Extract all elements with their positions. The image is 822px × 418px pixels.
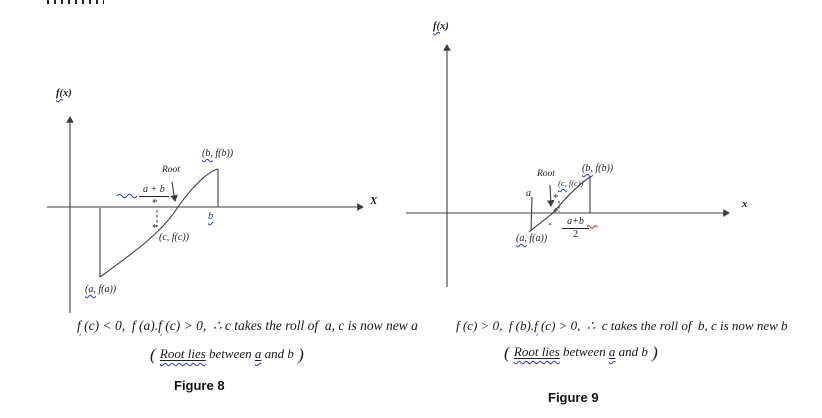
- fig8-point-b-label: (b, f(b)): [202, 148, 234, 159]
- fig8-midpoint-label: a + b: [139, 184, 169, 197]
- figure8-caption: Figure 8: [174, 378, 225, 393]
- note-left: f (c) < 0, f (a).f (c) > 0, ∴ c takes th…: [77, 318, 418, 333]
- fig8-asterisk-bottom: *: [152, 222, 158, 234]
- fig9-function-curve: [528, 176, 591, 233]
- fig9-x-axis-label: x: [742, 198, 748, 210]
- fig9-point-c-label: (c, f(c)): [558, 178, 584, 188]
- fig9-point-a-label: (a, f(a)): [516, 233, 548, 244]
- fig8-y-axis-label: f(x): [56, 88, 72, 99]
- fig9-midpoint-fraction: a+b 2: [562, 216, 589, 240]
- fig9-y-axis-label: f(x): [433, 21, 449, 32]
- fig9-fraction-numerator: a+b: [562, 216, 589, 229]
- fig8-root-label: Root: [162, 165, 180, 175]
- cropped-text-fragment: [47, 0, 104, 4]
- fig9-root-label: Root: [537, 169, 555, 179]
- conclusion-left: ( Root lies between a and b ): [150, 345, 304, 364]
- fig9-a-ordinate-line: [530, 196, 533, 232]
- fig9-red-squiggle-mark: [586, 225, 598, 229]
- figure9-caption: Figure 9: [548, 390, 599, 405]
- fig8-point-c-label: (c, f(c)): [159, 232, 189, 243]
- fig9-minus-sign: -: [548, 216, 552, 230]
- fig8-function-curve: [99, 168, 219, 278]
- fig9-point-b-label: (b, f(b)): [582, 163, 614, 174]
- fig8-asterisk-top: *: [152, 197, 158, 209]
- fig9-root-arrow: [546, 184, 555, 207]
- conclusion-right: ( Root lies between a and b ): [504, 343, 658, 362]
- fig9-fraction-denominator: 2: [573, 228, 578, 240]
- fig9-asterisk-bottom: *: [553, 206, 559, 218]
- fig8-blue-squiggle-mark: [116, 193, 138, 199]
- note-right: f (c) > 0, f (b).f (c) > 0, ∴ c takes th…: [456, 318, 788, 333]
- fig9-asterisk-top: *: [553, 192, 559, 204]
- fig8-x-axis-label: X: [370, 195, 378, 207]
- fig9-a-tick-label: a: [526, 188, 531, 199]
- fig8-root-arrow: [170, 181, 178, 202]
- fig8-b-tick-label: b: [208, 211, 214, 222]
- fig8-point-a-label: (a, f(a)): [85, 284, 117, 295]
